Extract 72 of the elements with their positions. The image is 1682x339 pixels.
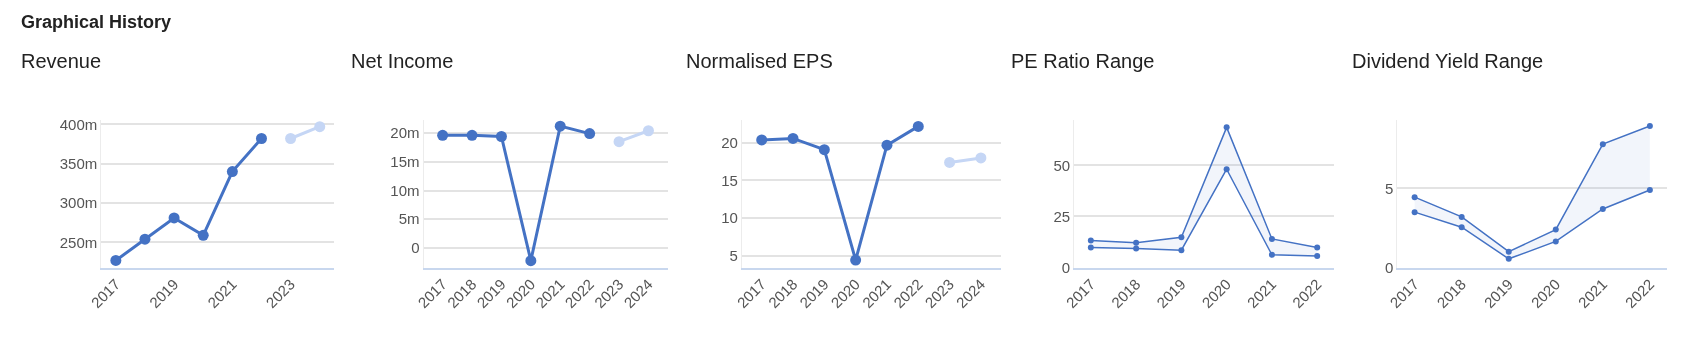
point (1223, 166, 1230, 173)
point (197, 229, 209, 241)
point (584, 128, 596, 140)
point (1458, 224, 1465, 231)
y-tick-label: 0 (1385, 258, 1394, 276)
point (139, 233, 151, 245)
y-tick-label: 5 (729, 246, 738, 264)
point (1646, 187, 1653, 194)
y-tick-label: 5m (398, 210, 420, 228)
y-tick-label: 50 (1053, 156, 1071, 174)
point (525, 255, 537, 267)
point (1268, 235, 1275, 242)
y-tick-label: 10 (721, 209, 738, 227)
point (314, 121, 326, 133)
y-tick-label: 0 (1061, 258, 1071, 276)
point (881, 139, 893, 151)
point (1268, 251, 1275, 258)
point (1133, 245, 1140, 252)
y-tick-label: 20m (390, 124, 420, 142)
y-tick-label: 0 (411, 239, 420, 257)
point (1314, 253, 1321, 260)
point (1552, 238, 1559, 245)
y-tick-label: 400m (59, 115, 98, 133)
point (1133, 239, 1140, 246)
y-tick-label: 300m (59, 194, 98, 212)
chart-title: PE Ratio Range (1011, 50, 1155, 72)
point (226, 166, 238, 178)
point (1599, 206, 1606, 212)
y-tick-label: 20 (721, 134, 738, 152)
point (466, 129, 478, 141)
chart-title: Revenue (21, 50, 102, 72)
point (787, 132, 799, 144)
point (1646, 122, 1653, 129)
chart-title: Normalised EPS (686, 50, 833, 72)
point (1178, 234, 1185, 241)
point (1505, 248, 1512, 255)
point (1411, 209, 1418, 216)
text: Graphical History (21, 12, 172, 32)
y-tick-label: 15m (390, 153, 420, 171)
y-tick-label: 250m (59, 233, 98, 251)
point (110, 254, 122, 266)
point (1599, 141, 1606, 148)
point (1505, 255, 1512, 262)
y-tick-label: 10m (390, 181, 420, 199)
point (1178, 247, 1185, 254)
point (912, 120, 924, 132)
y-tick-label: 5 (1385, 179, 1394, 197)
point (255, 133, 267, 144)
chart-title: Dividend Yield Range (1352, 50, 1544, 72)
point (1087, 244, 1094, 251)
chart-title: Net Income (351, 50, 454, 72)
point (1223, 124, 1230, 131)
y-tick-label: 350m (59, 154, 98, 172)
y-tick-label: 15 (721, 171, 738, 189)
point (850, 254, 862, 266)
y-tick-label: 25 (1053, 207, 1071, 225)
point (1087, 237, 1094, 244)
point (495, 130, 507, 142)
point (554, 120, 566, 132)
point (756, 134, 768, 146)
point (1411, 194, 1418, 201)
point (1552, 226, 1559, 233)
point (613, 136, 625, 148)
point (818, 144, 830, 156)
point (944, 156, 956, 168)
point (285, 133, 297, 144)
point (975, 152, 987, 164)
point (168, 212, 180, 224)
point (642, 125, 654, 137)
point (437, 129, 449, 141)
point (1458, 213, 1465, 220)
point (1314, 244, 1321, 251)
